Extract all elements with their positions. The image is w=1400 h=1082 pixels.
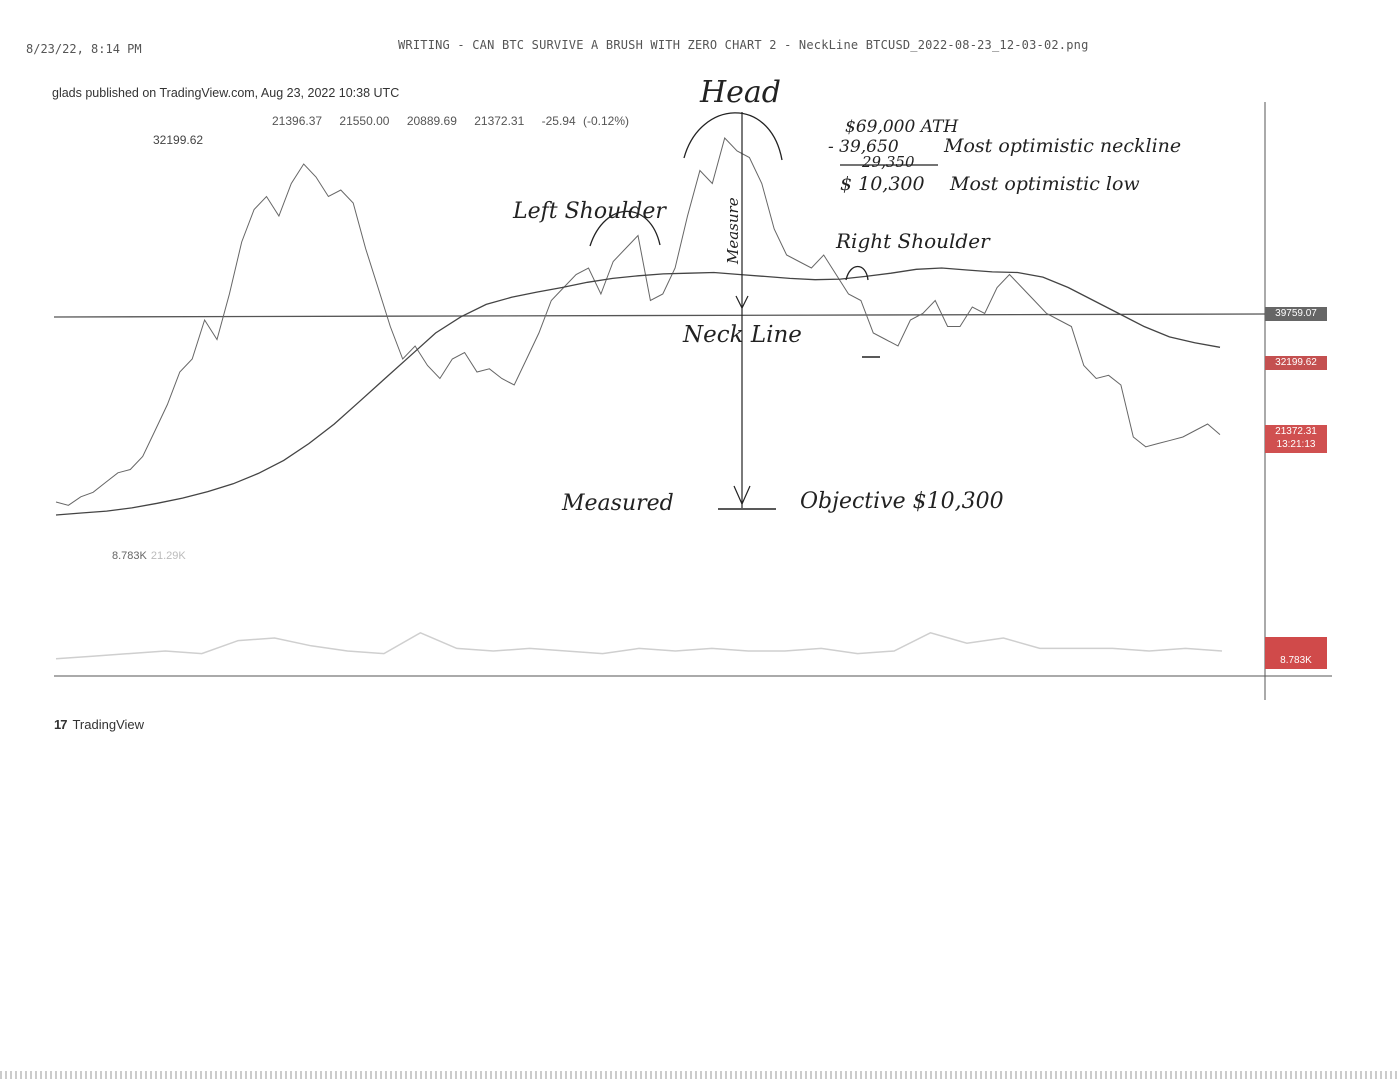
last-price-value: 21372.31 (1275, 426, 1317, 437)
print-document-title: WRITING - CAN BTC SURVIVE A BRUSH WITH Z… (398, 38, 1089, 52)
volume-tag-value: 8.783K (1280, 655, 1312, 666)
ohlc-close: 21372.31 (474, 114, 525, 128)
volume-label: 8.783K 21.29K (112, 550, 186, 562)
volume-line (55, 631, 1223, 660)
indicator-value: 32199.62 (153, 133, 204, 147)
tradingview-logo-icon: 17 (54, 717, 68, 732)
ohlc-change: -25.94 (-0.12%) (541, 114, 629, 128)
left-shoulder-arc (589, 210, 661, 247)
neckline-line (53, 313, 1266, 318)
volume-value: 8.783K (112, 550, 147, 562)
last-price-tag: 21372.31 13:21:13 (1265, 425, 1327, 453)
print-footer-url (0, 1071, 1400, 1079)
right-shoulder-arc (845, 265, 869, 281)
measure-arrow-head-bottom (733, 485, 751, 506)
level-price-tag: 32199.62 (1265, 356, 1327, 370)
volume-price-tag: 8.783K (1265, 637, 1327, 669)
print-header: 8/23/22, 8:14 PM WRITING - CAN BTC SURVI… (0, 38, 1400, 62)
left-shoulder-label: Left Shoulder (512, 199, 667, 224)
neckline-price-tag: 39759.07 (1265, 307, 1327, 321)
calc-difference: 29,350 (861, 153, 915, 171)
measured-label: Measured (561, 491, 674, 516)
price-line (55, 137, 1221, 506)
volume-ma-value: 21.29K (150, 550, 186, 562)
moving-average-line (55, 267, 1221, 516)
calc-low-note: Most optimistic low (949, 173, 1140, 195)
calc-neckline-value: - 39,650 (828, 137, 899, 157)
tradingview-brand[interactable]: 17 TradingView (54, 717, 144, 732)
head-label: Head (699, 75, 781, 110)
right-shoulder-label: Right Shoulder (835, 229, 991, 253)
ohlc-open: 21396.37 (272, 114, 323, 128)
objective-label: Objective $10,300 (800, 489, 1004, 514)
calc-low-value: $ 10,300 (840, 173, 925, 195)
ohlc-high: 21550.00 (339, 114, 390, 128)
ohlc-readout: 21396.37 21550.00 20889.69 21372.31 -25.… (272, 114, 639, 128)
publisher-line: glads published on TradingView.com, Aug … (52, 86, 400, 100)
measure-label: Measure (724, 197, 742, 265)
print-timestamp: 8/23/22, 8:14 PM (26, 42, 142, 56)
calc-ath: $69,000 ATH (845, 117, 959, 137)
neckline-label: Neck Line (682, 322, 802, 348)
calc-neckline-note: Most optimistic neckline (943, 135, 1181, 157)
tradingview-name: TradingView (72, 717, 145, 732)
measure-arrow-head-top (735, 295, 749, 310)
bar-countdown: 13:21:13 (1276, 439, 1316, 450)
ohlc-low: 20889.69 (406, 114, 457, 128)
head-arc (683, 112, 783, 161)
